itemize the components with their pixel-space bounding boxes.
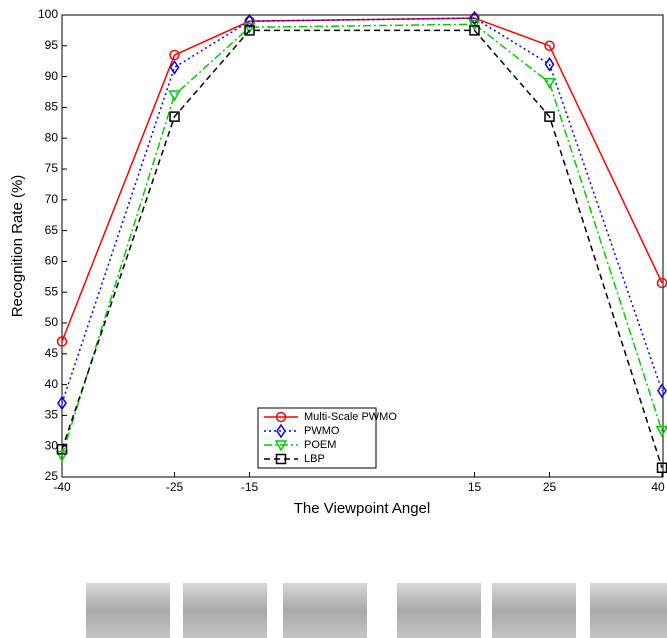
series-line <box>61 29 663 468</box>
y-tick-label: 80 <box>45 130 59 144</box>
y-tick-label: 75 <box>45 161 59 175</box>
y-tick-label: 95 <box>45 38 59 52</box>
marker <box>169 49 180 61</box>
face-image <box>397 583 481 638</box>
legend-label: PWMO <box>304 425 340 437</box>
marker <box>544 56 555 72</box>
marker <box>469 10 480 26</box>
x-tick-label: 40 <box>651 480 665 494</box>
series-line <box>61 23 663 456</box>
marker <box>57 395 67 411</box>
marker <box>469 25 480 36</box>
y-tick-label: 50 <box>45 315 59 329</box>
marker <box>276 423 286 439</box>
marker <box>657 383 667 399</box>
y-tick-label: 35 <box>45 408 59 422</box>
y-tick-label: 70 <box>45 192 59 206</box>
marker <box>169 60 180 75</box>
marker <box>244 25 255 36</box>
face-images <box>86 583 667 638</box>
marker <box>275 411 287 423</box>
x-tick-label: -15 <box>241 480 259 494</box>
y-tick-label: 45 <box>45 346 59 360</box>
marker <box>55 450 69 462</box>
series <box>56 25 667 474</box>
face-image <box>590 583 667 638</box>
x-axis-title: The Viewpoint Angel <box>294 500 431 517</box>
y-tick-label: 100 <box>38 7 58 21</box>
x-tick-label: -25 <box>166 480 184 494</box>
y-tick-label: 90 <box>45 69 59 83</box>
legend-label: LBP <box>304 453 325 465</box>
series-line <box>61 17 663 404</box>
y-tick-label: 30 <box>45 438 59 452</box>
face-image <box>492 583 576 638</box>
x-tick-label: -40 <box>53 480 71 494</box>
marker <box>655 426 667 438</box>
marker <box>274 440 288 452</box>
marker <box>56 444 68 455</box>
legend-label: POEM <box>304 439 336 451</box>
series <box>55 19 667 462</box>
marker <box>544 111 555 122</box>
y-tick-label: 65 <box>45 223 59 237</box>
y-tick-label: 25 <box>45 469 59 483</box>
legend-label: Multi-Scale PWMO <box>304 411 397 423</box>
series <box>57 10 667 411</box>
face-image <box>183 583 267 638</box>
y-tick-label: 40 <box>45 377 59 391</box>
series <box>56 12 667 347</box>
y-axis-title: Recognition Rate (%) <box>9 175 26 318</box>
marker <box>543 78 556 90</box>
marker <box>468 19 481 31</box>
marker <box>56 336 68 347</box>
legend: Multi-Scale PWMO PWMO POEM LBP <box>257 407 397 469</box>
x-tick-label: 25 <box>543 480 557 494</box>
marker <box>244 13 255 29</box>
y-tick-label: 60 <box>45 254 59 268</box>
y-tick-label: 55 <box>45 284 59 298</box>
legend-box <box>257 407 377 469</box>
marker <box>243 22 256 34</box>
marker <box>544 40 555 52</box>
marker <box>169 111 180 122</box>
marker <box>168 90 181 102</box>
plot-frame <box>61 14 664 478</box>
y-tick-label: 85 <box>45 100 59 114</box>
face-image <box>86 583 170 638</box>
marker <box>275 453 287 465</box>
face-image <box>283 583 367 638</box>
x-tick-label: 15 <box>468 480 482 494</box>
series-line <box>61 17 663 342</box>
